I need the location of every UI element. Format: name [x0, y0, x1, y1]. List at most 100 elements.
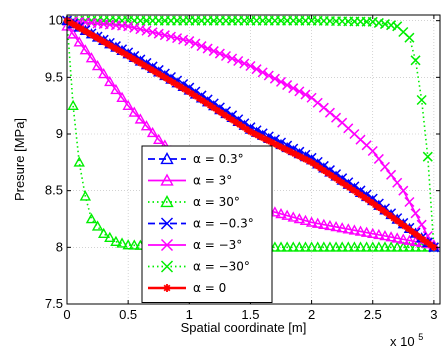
data-point-marker [360, 226, 373, 237]
data-point-marker [294, 86, 305, 97]
data-point-marker [367, 241, 379, 252]
data-point-marker [104, 75, 116, 87]
data-point-marker [239, 58, 250, 69]
data-point-marker [324, 219, 336, 231]
data-point-marker [349, 186, 357, 194]
data-point-marker [312, 217, 324, 228]
x-tick-label: 3 [430, 307, 437, 322]
data-point-marker [318, 218, 330, 229]
data-point-marker [163, 284, 171, 292]
data-point-marker [276, 142, 284, 150]
data-point-marker [330, 241, 342, 252]
data-point-marker [338, 179, 346, 187]
data-point-marker [293, 241, 306, 252]
data-point-marker [178, 34, 189, 45]
data-point-marker [288, 83, 299, 94]
data-point-marker [312, 97, 323, 108]
series-6 [63, 17, 438, 251]
legend-label: α = 3° [193, 174, 232, 188]
data-point-marker [177, 83, 185, 91]
x-tick-label: 1 [186, 307, 193, 322]
data-point-marker [404, 225, 412, 233]
data-point-marker [398, 185, 409, 196]
data-point-marker [97, 227, 110, 239]
data-point-marker [386, 212, 394, 220]
data-point-marker [385, 231, 397, 242]
legend-item: α = −0.3° [148, 217, 254, 231]
data-point-marker [305, 157, 313, 165]
data-point-marker [202, 99, 210, 107]
data-point-marker [386, 169, 397, 180]
data-point-marker [114, 46, 122, 54]
data-point-marker [243, 125, 251, 133]
data-point-marker [153, 133, 165, 144]
data-point-marker [208, 46, 219, 57]
x-exponent-base: x 10 [390, 334, 415, 349]
data-point-marker [299, 214, 312, 226]
data-point-marker [160, 152, 174, 165]
data-point-marker [96, 36, 104, 44]
data-point-marker [140, 120, 153, 131]
data-point-marker [331, 112, 342, 123]
data-point-marker [385, 241, 397, 252]
data-point-marker [202, 43, 213, 54]
data-point-marker [323, 169, 331, 177]
data-point-marker [133, 57, 141, 65]
data-point-marker [397, 241, 410, 252]
data-point-marker [373, 241, 385, 252]
data-point-marker [268, 139, 276, 147]
data-point-marker [391, 232, 403, 243]
data-point-marker [301, 155, 309, 163]
data-point-marker [73, 36, 85, 47]
data-point-marker [298, 153, 306, 161]
data-point-marker [191, 92, 199, 100]
data-point-marker [334, 176, 342, 184]
legend-label: α = 0 [193, 281, 226, 295]
data-point-marker [393, 217, 401, 225]
data-point-marker [368, 198, 376, 206]
data-point-marker [293, 213, 306, 224]
data-point-marker [354, 225, 367, 236]
data-point-marker [153, 28, 164, 39]
data-point-marker [357, 191, 365, 199]
data-point-marker [309, 159, 317, 167]
data-point-marker [233, 55, 244, 67]
data-point-marker [354, 241, 367, 252]
x-axis-label: Spatial coordinate [m] [181, 320, 307, 335]
data-point-marker [196, 41, 207, 52]
data-point-marker [250, 130, 258, 138]
data-point-marker [391, 241, 403, 252]
legend-item: α = 0 [148, 281, 226, 295]
data-point-marker [206, 102, 214, 110]
data-point-marker [275, 207, 287, 219]
data-point-marker [169, 79, 177, 87]
data-point-marker [265, 137, 273, 145]
data-point-marker [403, 234, 416, 245]
data-point-marker [129, 22, 140, 33]
series-line [66, 20, 434, 249]
data-point-marker [67, 28, 79, 39]
data-point-marker [281, 241, 293, 252]
data-point-marker [160, 238, 174, 252]
data-point-marker [147, 66, 155, 74]
data-point-marker [353, 189, 361, 197]
data-point-marker [419, 235, 427, 243]
data-point-marker [92, 34, 100, 42]
legend-label: α = −0.3° [193, 217, 254, 231]
data-point-marker [116, 237, 128, 248]
legend-label: α = 0.3° [193, 152, 244, 166]
data-point-marker [232, 118, 240, 126]
axis-ticks: 0 0.5 1 1.5 2 2.5 3 7.5 8 8.5 9 9.5 10 [45, 13, 440, 322]
data-point-marker [235, 121, 243, 129]
data-point-marker [367, 145, 378, 157]
data-point-marker [144, 63, 152, 71]
data-point-marker [67, 19, 75, 27]
data-point-marker [224, 113, 232, 121]
data-point-marker [118, 48, 126, 56]
legend-item: α = 3° [148, 174, 232, 188]
data-point-marker [275, 76, 287, 87]
legend: α = 0.3° α = 3° α = 30° α = −0.3° α = −3° α =… [141, 145, 273, 303]
data-point-marker [184, 36, 195, 47]
data-point-marker [373, 153, 384, 164]
data-point-marker [85, 52, 98, 63]
